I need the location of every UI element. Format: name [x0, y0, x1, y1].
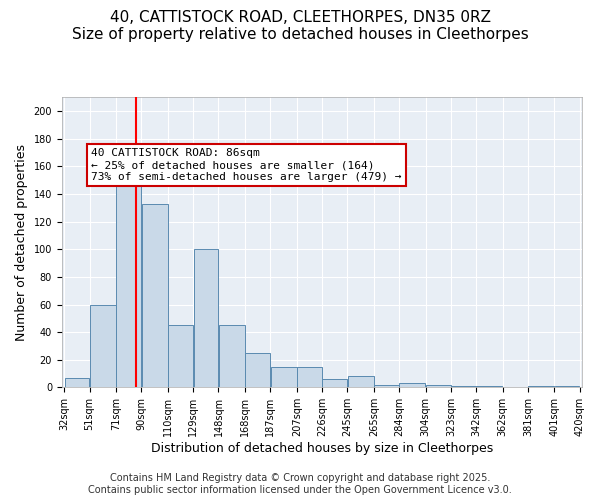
Bar — [400, 383, 425, 388]
X-axis label: Distribution of detached houses by size in Cleethorpes: Distribution of detached houses by size … — [151, 442, 493, 455]
Bar — [451, 386, 476, 388]
Bar — [555, 386, 580, 388]
Bar — [297, 366, 322, 388]
Bar — [168, 325, 193, 388]
Bar — [116, 160, 141, 388]
Bar — [476, 386, 502, 388]
Bar — [65, 378, 89, 388]
Text: Contains HM Land Registry data © Crown copyright and database right 2025.
Contai: Contains HM Land Registry data © Crown c… — [88, 474, 512, 495]
Bar — [245, 353, 270, 388]
Text: 40 CATTISTOCK ROAD: 86sqm
← 25% of detached houses are smaller (164)
73% of semi: 40 CATTISTOCK ROAD: 86sqm ← 25% of detac… — [91, 148, 401, 182]
Text: 40, CATTISTOCK ROAD, CLEETHORPES, DN35 0RZ
Size of property relative to detached: 40, CATTISTOCK ROAD, CLEETHORPES, DN35 0… — [71, 10, 529, 42]
Bar — [90, 304, 116, 388]
Bar — [426, 384, 451, 388]
Y-axis label: Number of detached properties: Number of detached properties — [15, 144, 28, 341]
Bar — [271, 366, 296, 388]
Bar — [347, 376, 374, 388]
Bar — [374, 384, 399, 388]
Bar — [528, 386, 554, 388]
Bar — [142, 204, 168, 388]
Bar — [194, 250, 218, 388]
Bar — [219, 325, 245, 388]
Bar — [322, 379, 347, 388]
